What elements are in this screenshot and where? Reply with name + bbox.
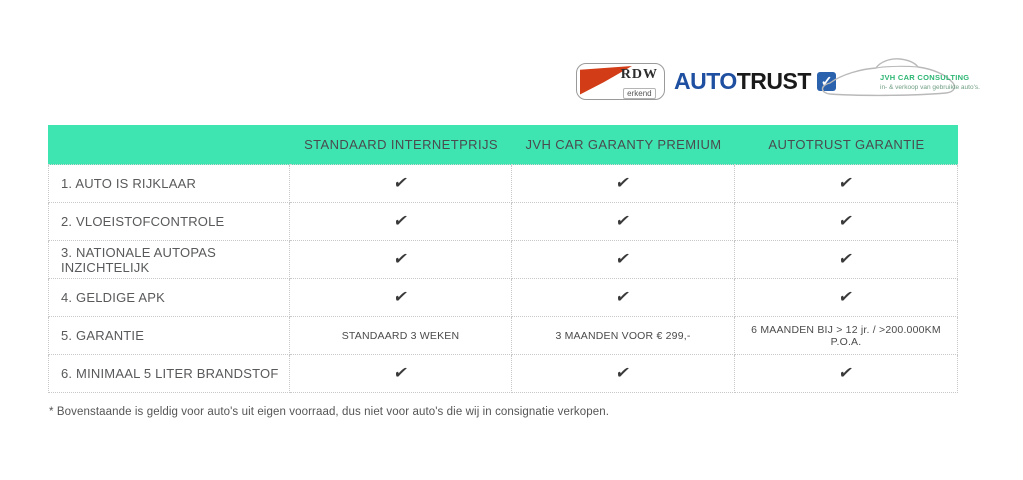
check-icon: ✔ [391, 288, 410, 306]
rdw-title: RDW [620, 67, 658, 82]
table-cell: STANDAARD 3 WEKEN [290, 317, 512, 355]
column-header-1: STANDAARD INTERNETPRIJS [290, 125, 512, 165]
check-icon: ✔ [614, 212, 632, 230]
autotrust-wordmark-trust: TRUST [736, 67, 812, 94]
table-cell: ✔ [512, 279, 735, 317]
car-outline-icon [821, 58, 956, 97]
jvh-subtitle: in- & verkoop van gebruikte auto's. [880, 84, 980, 91]
check-icon: ✔ [837, 212, 855, 230]
table-cell: ✔ [290, 241, 512, 279]
autotrust-wordmark-auto: AUTO [674, 67, 737, 94]
table-cell: ✔ [290, 203, 512, 241]
check-icon: ✔ [391, 364, 410, 382]
jvh-logo: JVH CAR CONSULTING in- & verkoop van geb… [818, 53, 980, 103]
table-cell: 3 MAANDEN VOOR € 299,- [512, 317, 735, 355]
row-label: 1. AUTO IS RIJKLAAR [48, 165, 290, 203]
table-cell: ✔ [290, 165, 512, 203]
table-cell: ✔ [735, 241, 958, 279]
comparison-table: STANDAARD INTERNETPRIJS JVH CAR GARANTY P… [48, 125, 958, 393]
autotrust-logo: AUTO TRUST ✓ [674, 66, 836, 96]
table-cell: ✔ [735, 355, 958, 393]
autotrust-check-icon: ✓ [816, 71, 836, 91]
table-cell: ✔ [512, 203, 735, 241]
check-icon: ✔ [391, 174, 410, 192]
rdw-text-block: RDW erkend [620, 67, 658, 99]
row-label: 6. MINIMAAL 5 LITER BRANDSTOF [48, 355, 290, 393]
table-corner-cell [48, 125, 290, 165]
table-cell: ✔ [290, 355, 512, 393]
table-cell: ✔ [735, 279, 958, 317]
row-label: 4. GELDIGE APK [48, 279, 290, 317]
row-label: 3. NATIONALE AUTOPAS INZICHTELIJK [48, 241, 290, 279]
table-cell: ✔ [290, 279, 512, 317]
check-icon: ✔ [614, 250, 632, 268]
table-cell: ✔ [512, 241, 735, 279]
row-label: 5. GARANTIE [48, 317, 290, 355]
check-icon: ✔ [837, 250, 855, 268]
table-cell: 6 MAANDEN BIJ > 12 jr. / >200.000KM P.O.… [735, 317, 958, 355]
check-icon: ✔ [614, 288, 632, 306]
check-icon: ✔ [391, 212, 410, 230]
check-icon: ✔ [391, 250, 410, 268]
column-header-3: AUTOTRUST GARANTIE [735, 125, 958, 165]
footnote: * Bovenstaande is geldig voor auto's uit… [49, 406, 610, 418]
check-icon: ✔ [837, 364, 855, 382]
table-cell: ✔ [735, 203, 958, 241]
rdw-logo: RDW erkend [576, 63, 665, 100]
jvh-title: JVH CAR CONSULTING [880, 73, 970, 82]
check-icon: ✔ [837, 174, 855, 192]
column-header-2: JVH CAR GARANTY PREMIUM [512, 125, 735, 165]
check-icon: ✔ [837, 288, 855, 306]
table-cell: ✔ [512, 355, 735, 393]
row-label: 2. VLOEISTOFCONTROLE [48, 203, 290, 241]
rdw-subtitle: erkend [623, 88, 656, 99]
table-cell: ✔ [512, 165, 735, 203]
table-cell: ✔ [735, 165, 958, 203]
check-icon: ✔ [614, 174, 632, 192]
check-icon: ✔ [614, 364, 632, 382]
